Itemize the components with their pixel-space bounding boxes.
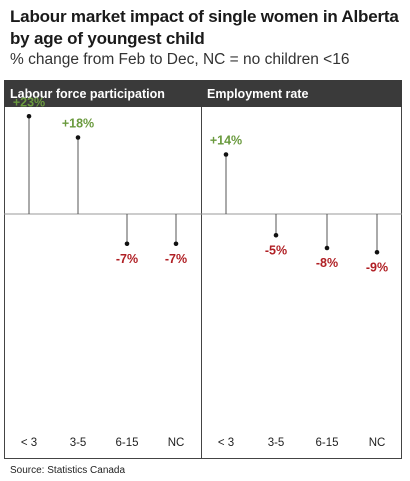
- lollipop-point: [374, 249, 380, 255]
- data-label: -5%: [265, 243, 287, 257]
- panel-header-bar: [4, 80, 201, 107]
- data-label: -8%: [316, 256, 338, 270]
- lollipop-point: [124, 241, 130, 247]
- lollipop-point: [273, 232, 279, 238]
- panel-title: Labour force participation: [10, 87, 165, 101]
- data-label: +14%: [210, 134, 242, 148]
- panel-2: Employment rate +14% < 3 -5% 3-5 -8% 6-15 -9% NC: [201, 80, 402, 458]
- lollipop-point: [75, 135, 81, 140]
- chart-frame: [4, 80, 402, 459]
- category-label: NC: [168, 437, 185, 449]
- panel-1: Labour force participation+23% < 3 +18% 3-5…: [4, 80, 201, 449]
- lollipop-point: [324, 245, 330, 251]
- chart-title: Labour market impact of single women in …: [10, 7, 399, 48]
- data-label: +23%: [13, 95, 45, 109]
- category-label: 3-5: [70, 437, 87, 449]
- category-label: < 3: [21, 437, 37, 449]
- panel-header-bar: [201, 80, 402, 107]
- category-label: 6-15: [315, 437, 338, 449]
- category-label: 6-15: [115, 437, 138, 449]
- data-label: -7%: [116, 252, 138, 266]
- category-label: NC: [369, 437, 386, 449]
- lollipop-point: [26, 113, 32, 119]
- category-label: 3-5: [268, 437, 285, 449]
- data-label: -7%: [165, 252, 187, 266]
- category-label: < 3: [218, 437, 234, 449]
- data-label: -9%: [366, 260, 388, 274]
- data-label: +18%: [62, 117, 94, 131]
- lollipop-point: [173, 241, 179, 247]
- panel-title: Employment rate: [207, 87, 308, 101]
- source-note: Source: Statistics Canada: [10, 465, 126, 476]
- chart-subtitle: % change from Feb to Dec, NC = no childr…: [10, 51, 350, 68]
- lollipop-point: [223, 152, 229, 157]
